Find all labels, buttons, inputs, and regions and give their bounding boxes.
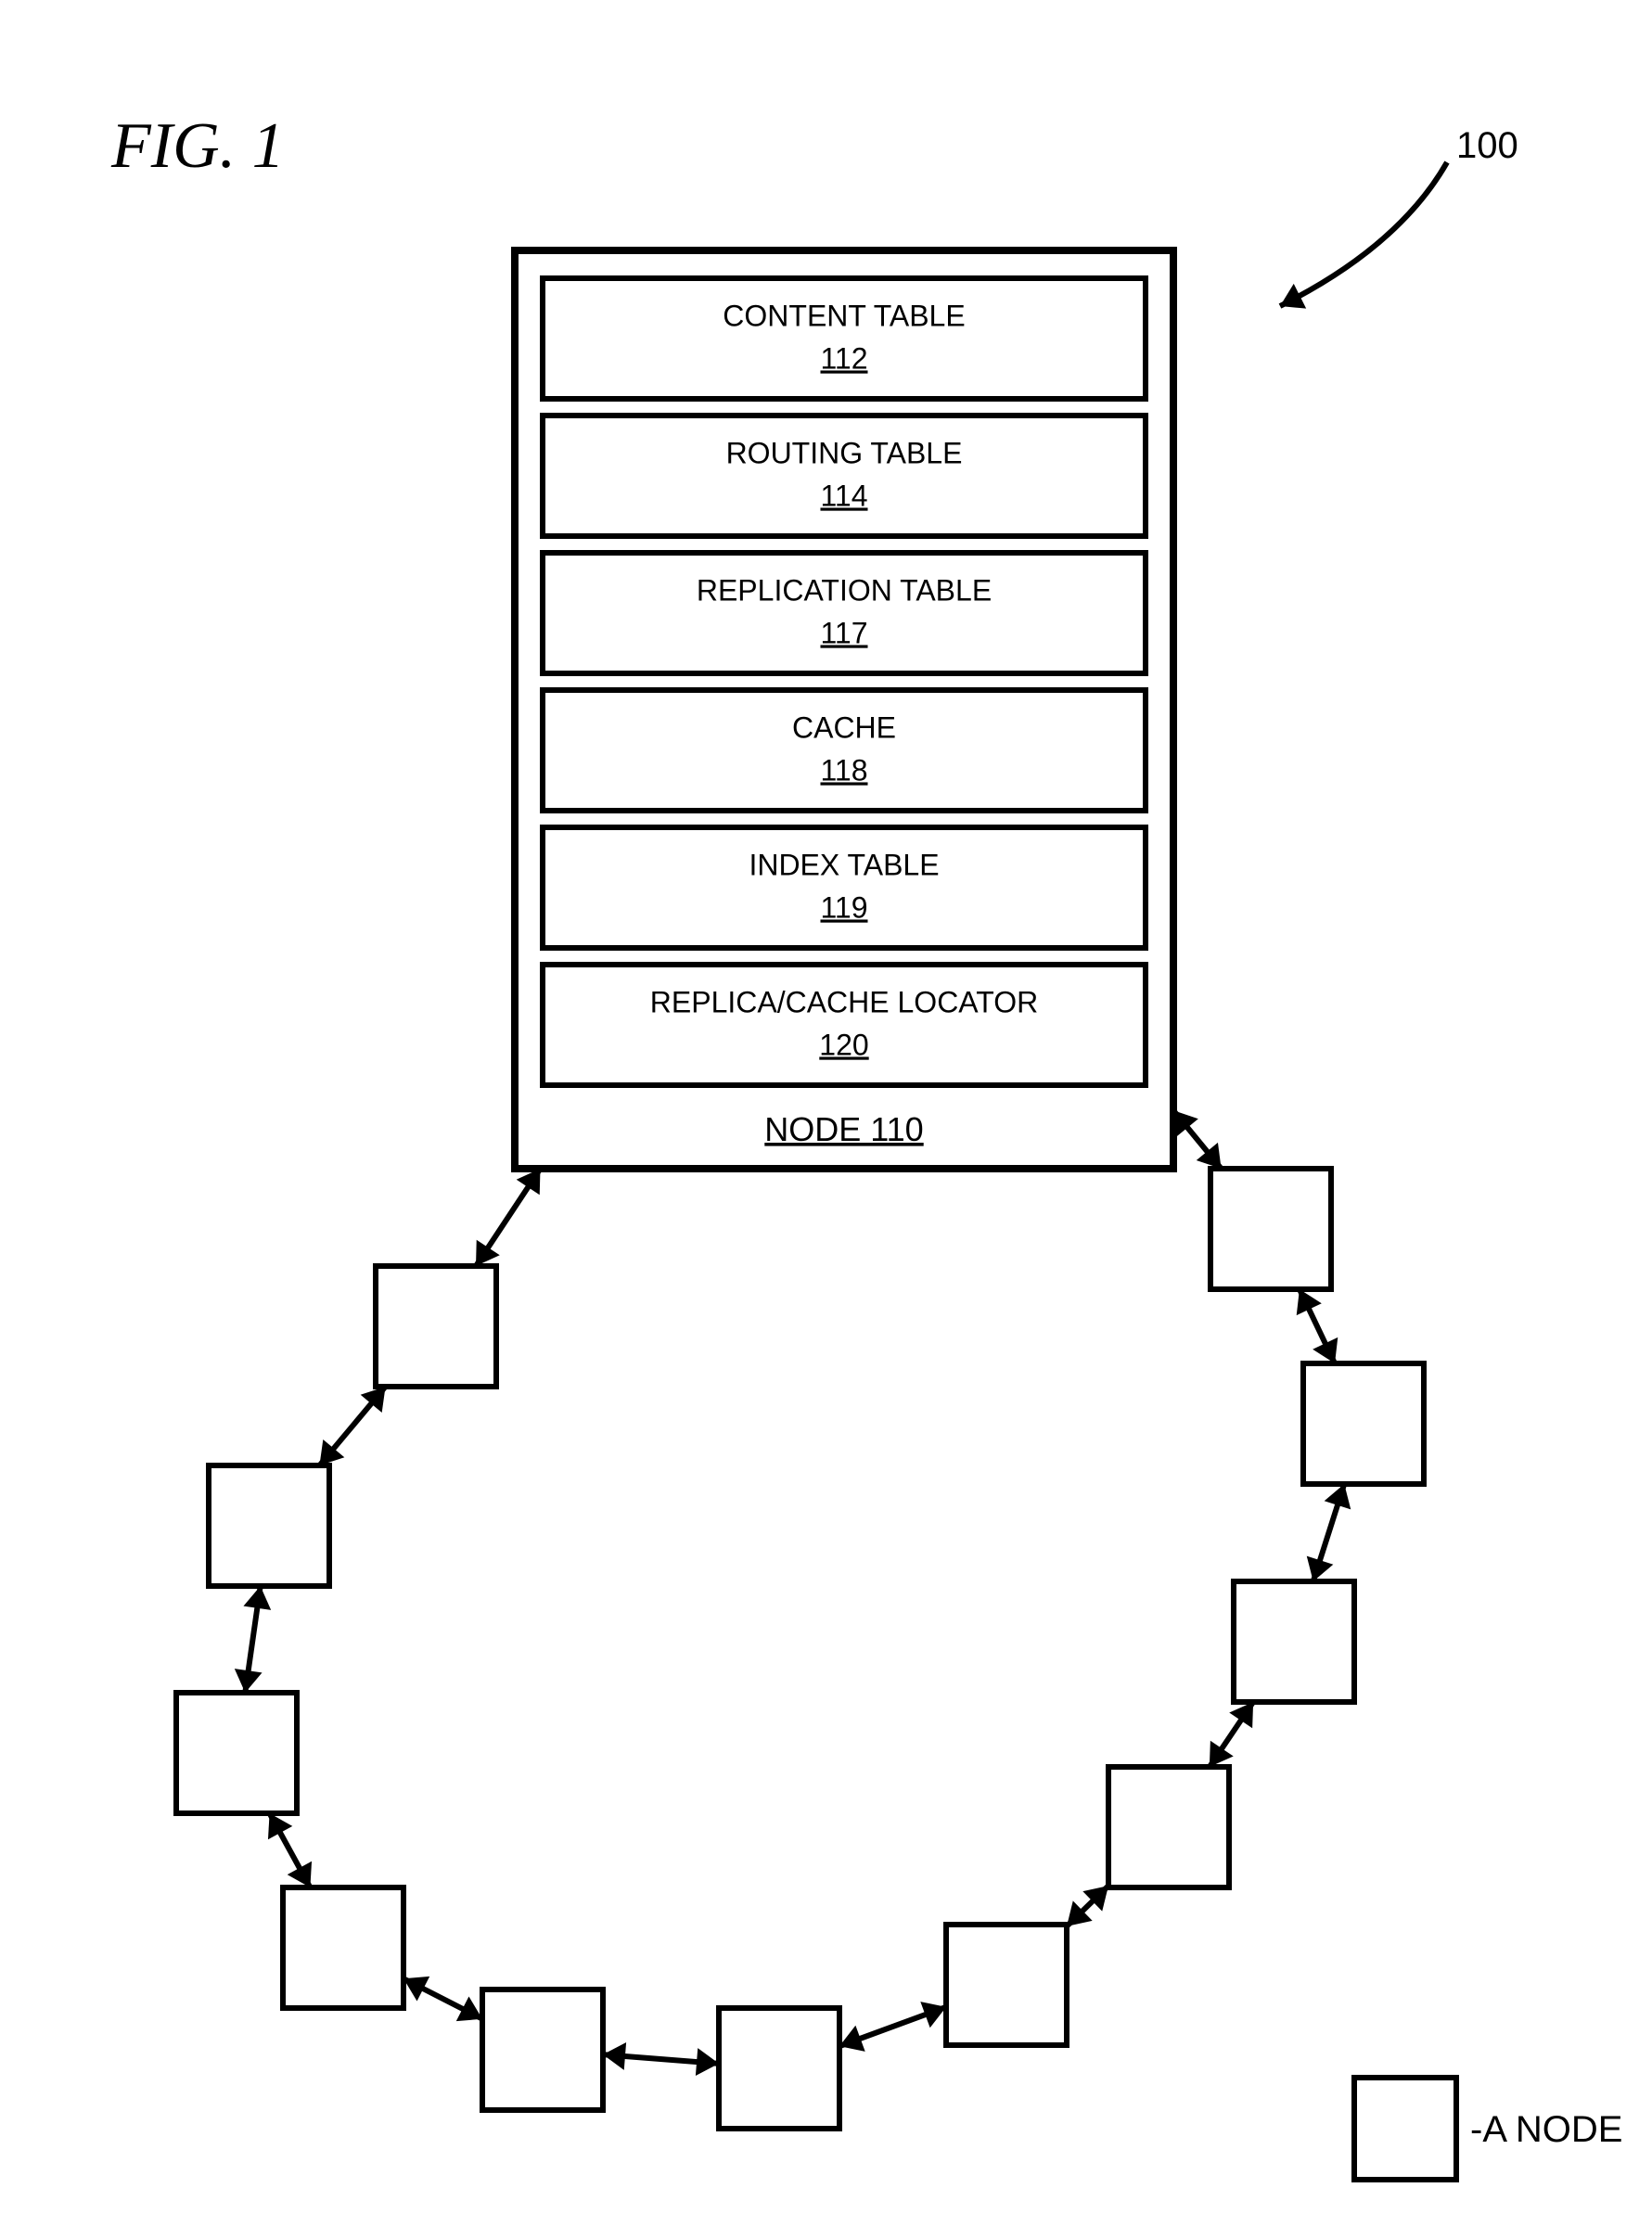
ring-node (1108, 1767, 1229, 1887)
main-node-label: NODE 110 (764, 1110, 923, 1148)
node-component-row: INDEX TABLE 119 (543, 827, 1146, 948)
ring-node (482, 1990, 603, 2110)
ring-node (1303, 1363, 1424, 1484)
reference-callout-100: 100 (1280, 125, 1518, 306)
ring-node (376, 1266, 496, 1387)
row-title: INDEX TABLE (749, 848, 939, 881)
ring-node (946, 1925, 1067, 2045)
row-title: ROUTING TABLE (726, 436, 963, 469)
node-component-row: REPLICATION TABLE 117 (543, 553, 1146, 673)
ring-node (1234, 1581, 1354, 1702)
ring-node (1210, 1169, 1331, 1289)
legend: -A NODE (1354, 2078, 1622, 2180)
ring-node (719, 2008, 839, 2129)
row-number: 119 (820, 890, 867, 924)
row-title: REPLICATION TABLE (697, 573, 992, 607)
svg-text:100: 100 (1456, 125, 1518, 166)
row-number: 112 (820, 341, 867, 375)
ring-node (283, 1887, 403, 2008)
main-node: CONTENT TABLE 112 ROUTING TABLE 114 REPLICAT… (515, 250, 1173, 1169)
ring-node (176, 1693, 297, 1813)
row-number: 120 (819, 1028, 868, 1061)
node-component-row: REPLICA/CACHE LOCATOR 120 (543, 965, 1146, 1085)
row-title: REPLICA/CACHE LOCATOR (650, 985, 1038, 1018)
node-component-row: CACHE 118 (543, 690, 1146, 811)
ring-node (209, 1465, 329, 1586)
row-number: 114 (820, 479, 867, 512)
node-component-row: ROUTING TABLE 114 (543, 416, 1146, 536)
legend-label: -A NODE (1470, 2109, 1622, 2150)
row-number: 118 (820, 753, 867, 787)
node-component-row: CONTENT TABLE 112 (543, 278, 1146, 399)
row-title: CONTENT TABLE (723, 299, 965, 332)
node-ring (176, 1110, 1424, 2129)
row-number: 117 (820, 616, 867, 649)
row-title: CACHE (792, 710, 896, 744)
figure-title: FIG. 1 (110, 110, 285, 182)
